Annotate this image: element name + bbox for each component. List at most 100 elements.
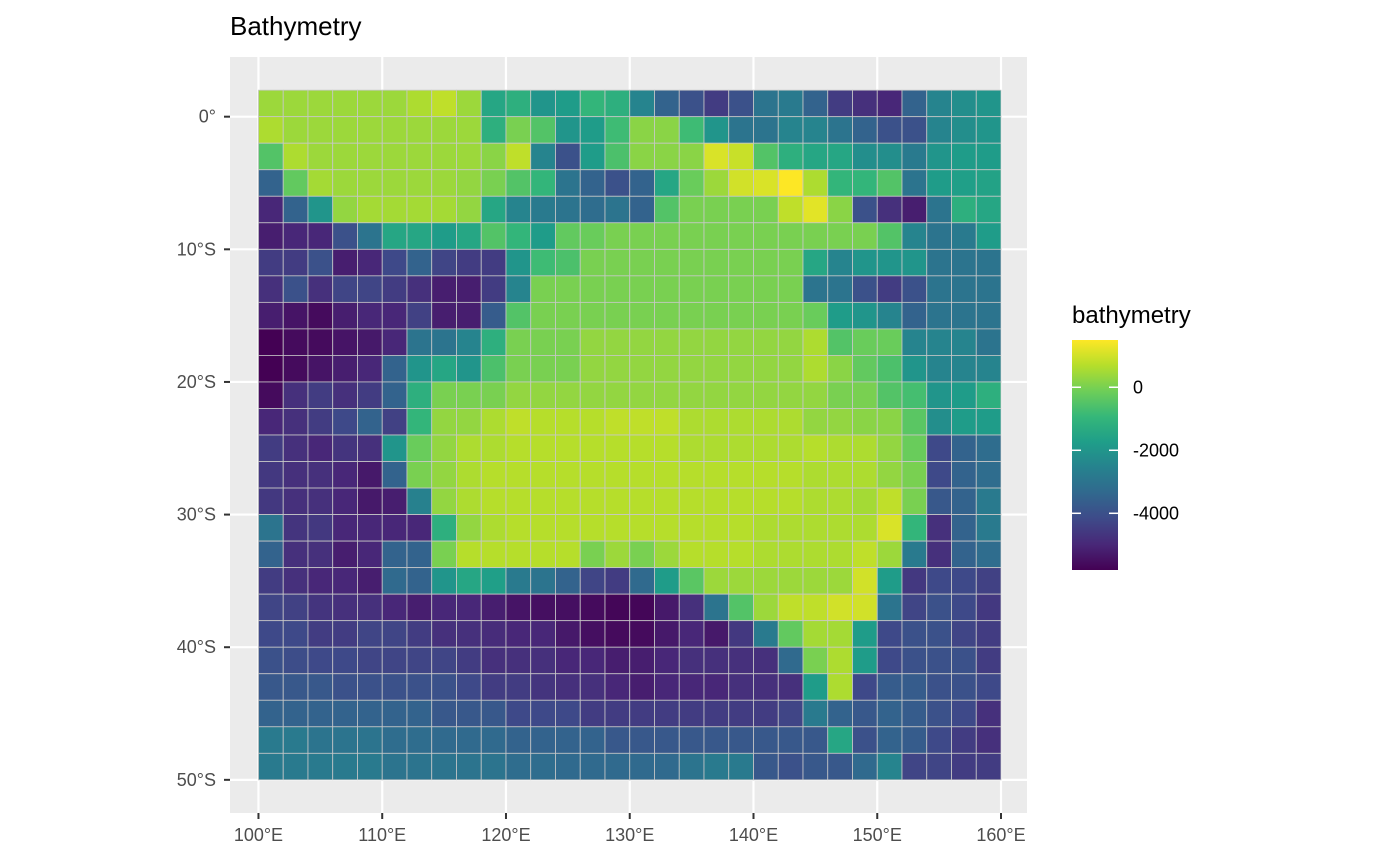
heatmap-cell <box>827 461 853 489</box>
heatmap-cell <box>926 699 952 728</box>
heatmap-cell <box>629 646 655 675</box>
heatmap-cell <box>579 514 606 542</box>
heatmap-cell <box>381 434 408 462</box>
heatmap-cell <box>802 408 829 436</box>
heatmap-cell <box>456 355 482 383</box>
heatmap-cell <box>282 408 309 436</box>
heatmap-cell <box>827 328 853 356</box>
heatmap-cell <box>926 195 952 224</box>
heatmap-cell <box>357 540 383 569</box>
heatmap-cell <box>802 142 829 171</box>
heatmap-cell <box>282 646 309 675</box>
heatmap-cell <box>357 142 383 171</box>
heatmap-cell <box>901 593 928 622</box>
heatmap-cell <box>258 646 284 675</box>
heatmap-cell <box>505 726 532 754</box>
heatmap-cell <box>530 248 556 277</box>
heatmap-cell <box>480 593 507 622</box>
heatmap-cell <box>629 434 655 462</box>
heatmap-cell <box>480 222 507 250</box>
heatmap-cell <box>926 89 952 118</box>
heatmap-cell <box>579 195 606 224</box>
heatmap-cell <box>777 620 804 648</box>
heatmap-cell <box>777 195 804 224</box>
heatmap-cell <box>926 222 952 250</box>
heatmap-cell <box>555 222 581 250</box>
heatmap-cell <box>629 752 655 781</box>
x-tick-label: 150°E <box>853 825 902 845</box>
heatmap-cell <box>381 301 408 330</box>
heatmap-cell <box>431 699 457 728</box>
heatmap-cell <box>406 646 433 675</box>
heatmap-cell <box>505 195 532 224</box>
heatmap-cell <box>456 461 482 489</box>
heatmap-cell <box>951 540 977 569</box>
heatmap-cell <box>827 726 853 754</box>
heatmap-cell <box>629 169 655 197</box>
heatmap-cell <box>901 699 928 728</box>
heatmap-cell <box>282 195 309 224</box>
heatmap-cell <box>753 169 779 197</box>
heatmap-cell <box>431 646 457 675</box>
y-tick-label: 20°S <box>177 372 216 392</box>
heatmap-cell <box>827 540 853 569</box>
heatmap-cell <box>530 752 556 781</box>
heatmap-cell <box>728 355 754 383</box>
heatmap-cell <box>555 752 581 781</box>
heatmap-cell <box>852 540 878 569</box>
heatmap-cell <box>753 355 779 383</box>
heatmap-cell <box>456 89 482 118</box>
heatmap-cell <box>530 646 556 675</box>
heatmap-cell <box>975 514 1002 542</box>
heatmap-cell <box>406 699 433 728</box>
x-tick-label: 120°E <box>481 825 530 845</box>
heatmap-cell <box>555 328 581 356</box>
heatmap-cell <box>802 461 829 489</box>
heatmap-cell <box>406 567 433 595</box>
heatmap-cell <box>381 461 408 489</box>
heatmap-cell <box>827 275 853 303</box>
heatmap-cell <box>728 381 754 409</box>
heatmap-cell <box>456 699 482 728</box>
heatmap-cell <box>951 487 977 515</box>
heatmap-cell <box>282 142 309 171</box>
heatmap-cell <box>926 408 952 436</box>
heatmap-cell <box>431 142 457 171</box>
heatmap-cell <box>456 434 482 462</box>
heatmap-cell <box>926 461 952 489</box>
heatmap-cell <box>332 461 358 489</box>
heatmap-cell <box>555 116 581 144</box>
heatmap-cell <box>357 169 383 197</box>
heatmap-cell <box>381 195 408 224</box>
heatmap-cell <box>431 328 457 356</box>
heatmap-cell <box>629 699 655 728</box>
heatmap-cell <box>357 89 383 118</box>
heatmap-cell <box>852 699 878 728</box>
heatmap-cell <box>852 89 878 118</box>
heatmap-cell <box>753 646 779 675</box>
heatmap-cell <box>926 620 952 648</box>
heatmap-cell <box>456 620 482 648</box>
heatmap-cell <box>951 222 977 250</box>
heatmap-cell <box>381 142 408 171</box>
heatmap-cell <box>827 673 853 701</box>
heatmap-cell <box>703 301 730 330</box>
heatmap-cell <box>753 142 779 171</box>
heatmap-cell <box>282 355 309 383</box>
heatmap-cell <box>431 89 457 118</box>
heatmap-cell <box>728 301 754 330</box>
heatmap-cell <box>357 248 383 277</box>
heatmap-cell <box>604 301 631 330</box>
heatmap-cell <box>678 381 705 409</box>
heatmap-cell <box>802 567 829 595</box>
heatmap-cell <box>258 301 284 330</box>
heatmap-cell <box>876 646 903 675</box>
heatmap-cell <box>827 408 853 436</box>
heatmap-cell <box>456 673 482 701</box>
heatmap-cell <box>505 540 532 569</box>
heatmap-cell <box>555 567 581 595</box>
heatmap-cell <box>975 169 1002 197</box>
heatmap-cell <box>728 699 754 728</box>
heatmap-cell <box>480 248 507 277</box>
heatmap-cell <box>381 593 408 622</box>
